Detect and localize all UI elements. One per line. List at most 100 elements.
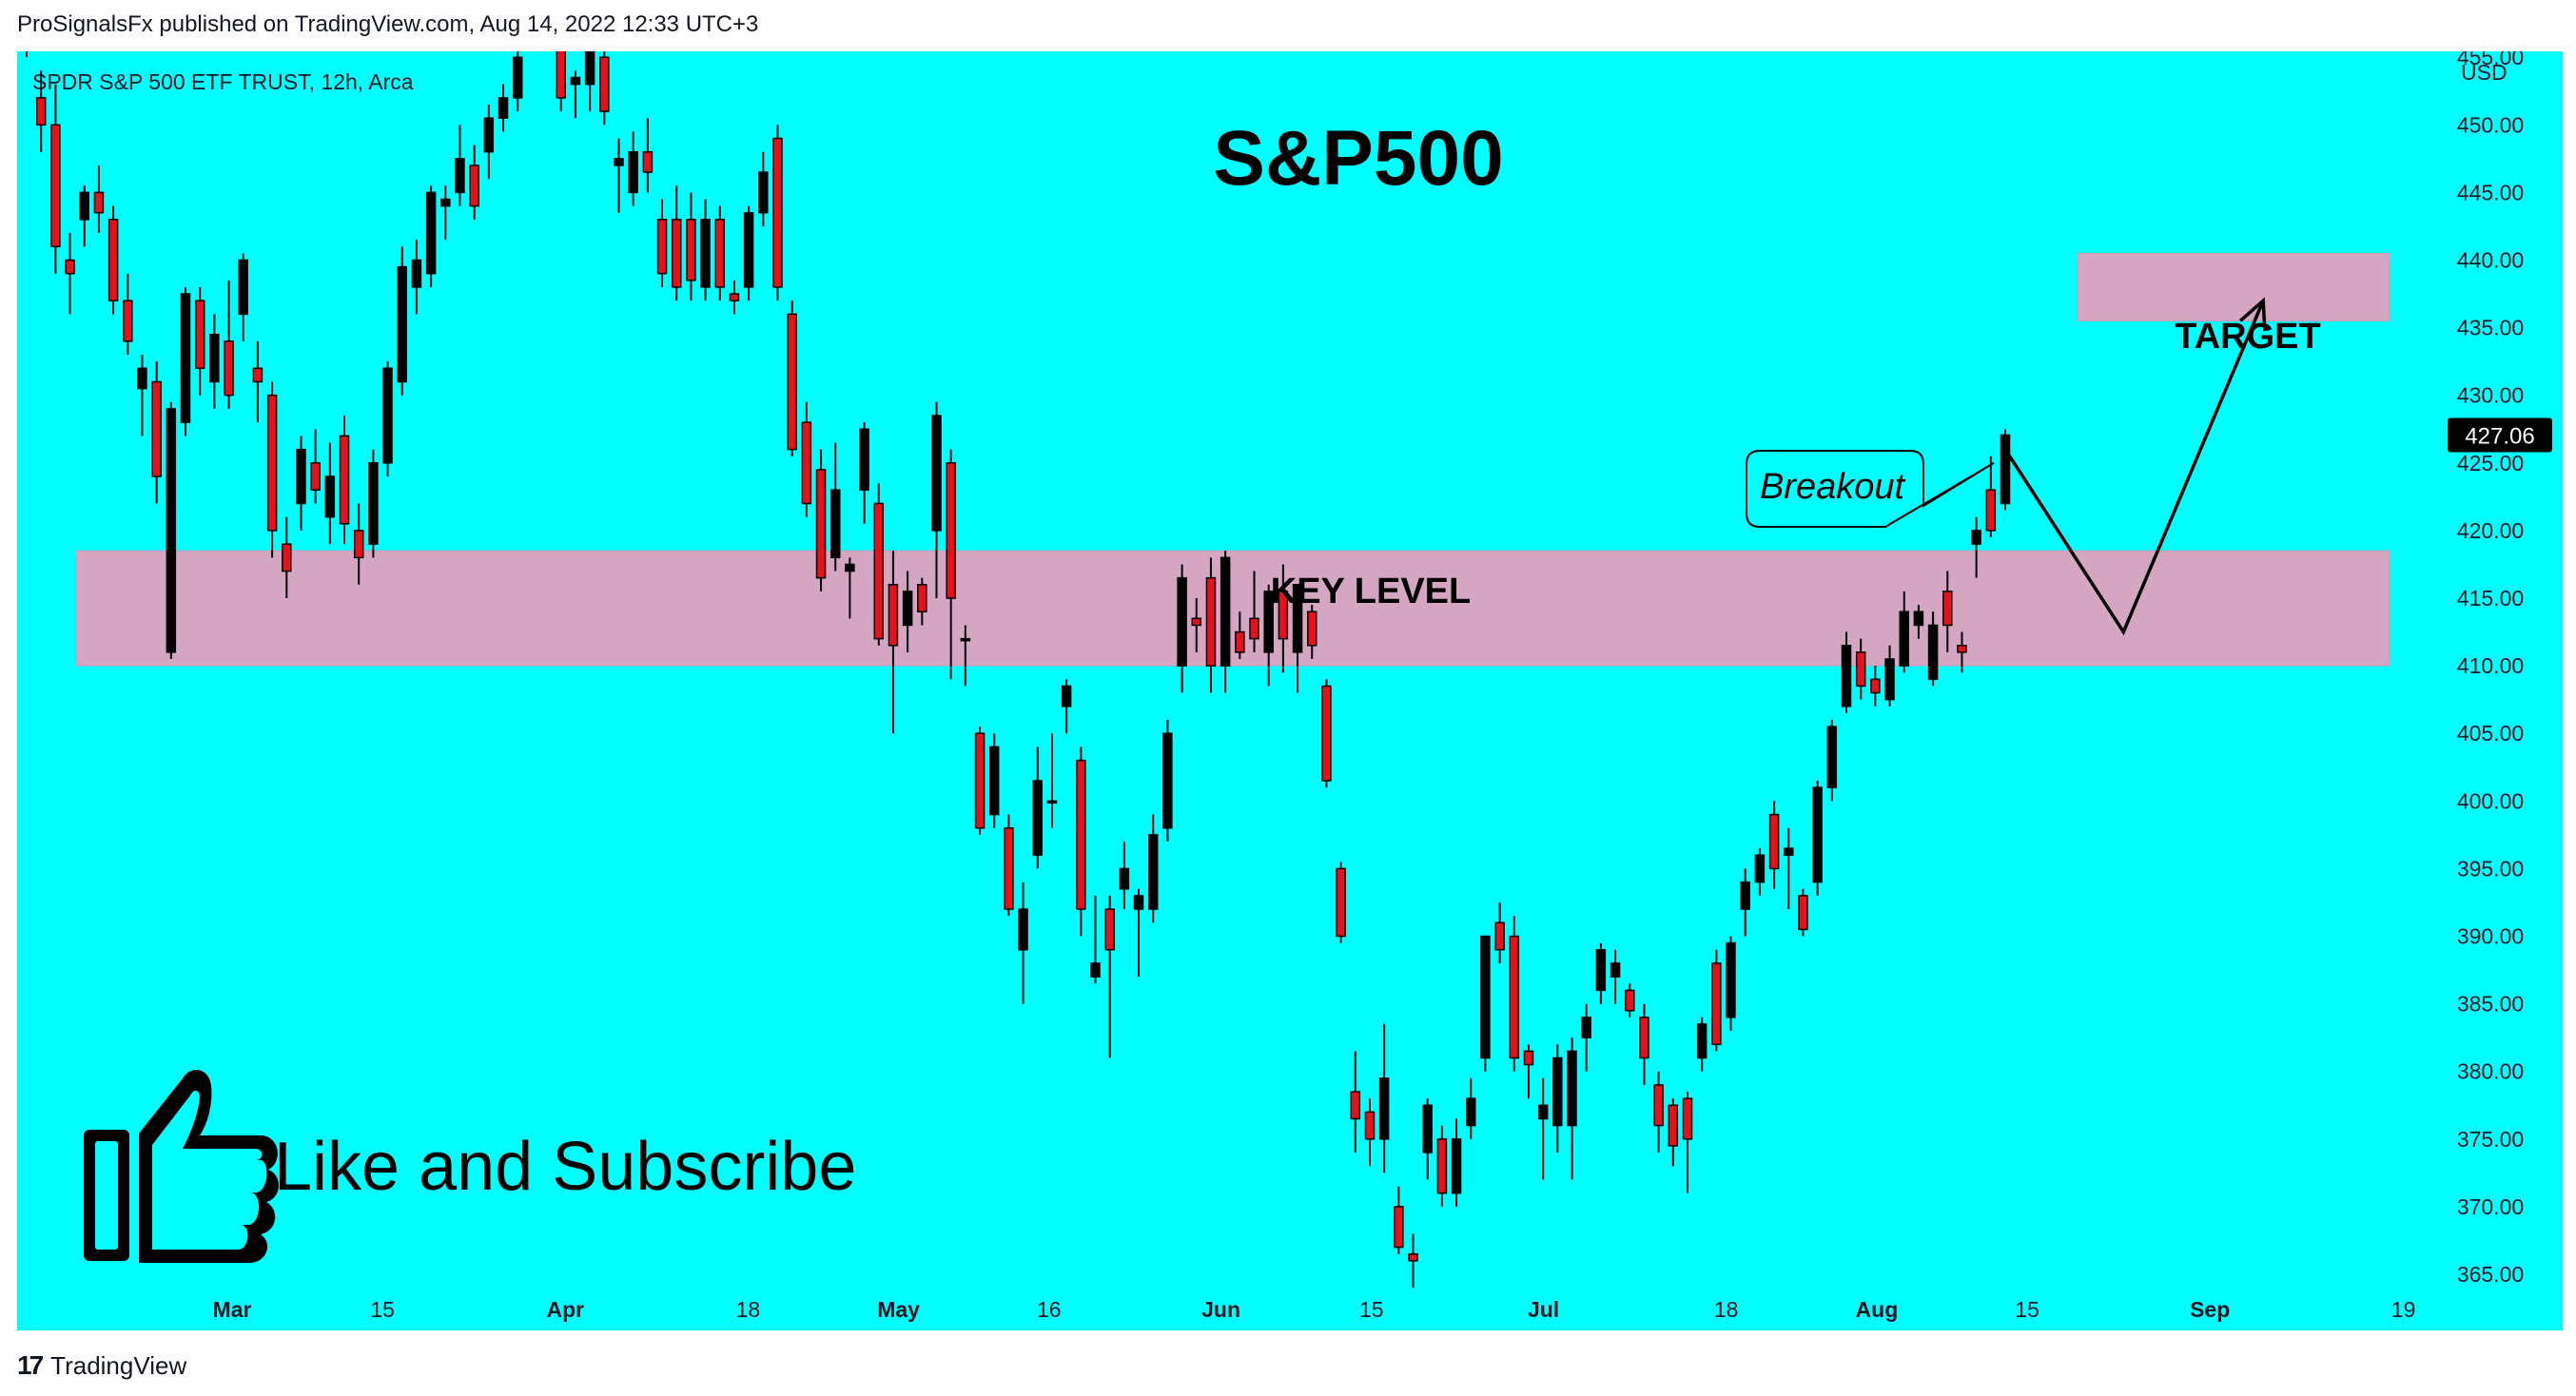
candle bbox=[556, 51, 567, 112]
candle bbox=[873, 483, 885, 646]
y-tick-label: 445.00 bbox=[2457, 180, 2524, 204]
breakout-label: Breakout bbox=[1760, 467, 1906, 507]
candle bbox=[1957, 631, 1967, 673]
candle bbox=[1378, 1023, 1390, 1173]
x-tick-label: Sep bbox=[2190, 1297, 2230, 1322]
candle bbox=[1076, 746, 1086, 937]
candle bbox=[888, 551, 899, 734]
chart-panel[interactable]: Breakout S&P500 SPDR S&P 500 ETF TRUST, … bbox=[17, 51, 2563, 1330]
candle bbox=[1523, 1044, 1534, 1099]
candle-body bbox=[628, 150, 638, 194]
candle-body bbox=[1494, 921, 1505, 951]
candle-body bbox=[166, 408, 177, 653]
candle-body bbox=[960, 637, 971, 642]
candle-body bbox=[411, 259, 422, 288]
candle bbox=[425, 185, 437, 287]
x-tick-label: 15 bbox=[370, 1297, 395, 1322]
x-tick-label: 15 bbox=[2015, 1297, 2039, 1322]
candle-body bbox=[1985, 489, 1997, 532]
x-tick-label: Aug bbox=[1856, 1297, 1899, 1322]
candle-body bbox=[1826, 726, 1838, 788]
candle bbox=[1018, 882, 1028, 1004]
y-tick-label: 455.00 bbox=[2457, 51, 2524, 69]
projection-line bbox=[2003, 300, 2265, 636]
candle-body bbox=[1537, 1104, 1549, 1120]
x-tick-label: Jul bbox=[1528, 1297, 1559, 1322]
candle bbox=[1711, 949, 1722, 1052]
candle-body bbox=[671, 219, 682, 288]
candle bbox=[988, 733, 1000, 828]
chart-svg[interactable]: Breakout S&P500 SPDR S&P 500 ETF TRUST, … bbox=[17, 51, 2563, 1330]
candle bbox=[1119, 841, 1130, 910]
candle bbox=[1465, 1077, 1476, 1139]
x-tick-label: 18 bbox=[736, 1297, 761, 1322]
candle bbox=[671, 185, 682, 301]
candle-body bbox=[1552, 1057, 1563, 1127]
candle-body bbox=[512, 56, 523, 99]
candle bbox=[1927, 611, 1939, 687]
candle-body bbox=[931, 415, 942, 532]
candle-body bbox=[1350, 1091, 1361, 1120]
candle bbox=[628, 131, 638, 206]
candle-body bbox=[425, 191, 437, 275]
candle-body bbox=[79, 191, 89, 221]
candle-body bbox=[1205, 576, 1217, 667]
candle-body bbox=[209, 333, 220, 383]
candle bbox=[512, 51, 523, 112]
symbol-label: SPDR S&P 500 ETF TRUST, 12h, Arca bbox=[32, 69, 414, 94]
candle-body bbox=[1422, 1104, 1433, 1154]
candle bbox=[845, 557, 855, 619]
candle-body bbox=[151, 380, 162, 477]
candle-body bbox=[1639, 1017, 1649, 1059]
candle bbox=[1104, 895, 1115, 1058]
tradingview-brand: TradingView bbox=[50, 1350, 187, 1380]
candle bbox=[1147, 814, 1159, 923]
y-tick-label: 395.00 bbox=[2457, 856, 2524, 881]
last-price-badge: 427.06 bbox=[2448, 417, 2552, 453]
candle bbox=[917, 577, 927, 626]
candle-body bbox=[1436, 1138, 1448, 1194]
candle bbox=[1306, 605, 1317, 659]
candle bbox=[224, 280, 234, 409]
candle bbox=[469, 145, 479, 220]
tradingview-icon: 17 bbox=[17, 1350, 44, 1380]
zones-layer bbox=[75, 252, 2391, 667]
candle bbox=[1162, 719, 1173, 842]
time-axis[interactable]: Mar 15 Apr 18 May 16 Jun 15 Jul 18 Aug 15 Sep 19 bbox=[213, 1297, 2416, 1322]
candle bbox=[570, 70, 581, 119]
candle-body bbox=[1768, 813, 1780, 870]
candle-body bbox=[1162, 732, 1173, 829]
candle bbox=[1263, 584, 1274, 687]
x-tick-label: Apr bbox=[546, 1297, 584, 1322]
candle bbox=[1870, 666, 1881, 707]
candle bbox=[296, 436, 306, 531]
candle bbox=[700, 199, 711, 301]
candle bbox=[642, 118, 654, 193]
candle-body bbox=[266, 394, 278, 532]
candle bbox=[902, 571, 913, 652]
candle-body bbox=[1682, 1097, 1693, 1140]
publisher-header: ProSignalsFx published on TradingView.co… bbox=[17, 11, 759, 37]
candle-body bbox=[483, 117, 495, 153]
candle-body bbox=[1523, 1050, 1534, 1066]
candle-body bbox=[1378, 1077, 1390, 1140]
y-tick-label: 405.00 bbox=[2457, 721, 2524, 746]
candle bbox=[1061, 679, 1072, 734]
candle-body bbox=[1740, 881, 1750, 910]
y-tick-label: 380.00 bbox=[2457, 1059, 2524, 1084]
candle-body bbox=[1812, 786, 1823, 883]
candle-body bbox=[946, 462, 956, 599]
candle bbox=[1653, 1071, 1664, 1154]
candle bbox=[1841, 631, 1852, 713]
candle bbox=[35, 70, 47, 152]
tradingview-logo[interactable]: 17 TradingView bbox=[17, 1348, 186, 1383]
candle bbox=[1913, 605, 1924, 639]
x-tick-label: 18 bbox=[1714, 1297, 1739, 1322]
candle-body bbox=[1292, 584, 1303, 653]
candle bbox=[1191, 598, 1202, 652]
candle-body bbox=[282, 543, 292, 572]
candle bbox=[1884, 645, 1895, 707]
price-axis[interactable]: USD 365.00 370.00 375.00 380.00 385.00 390.00… bbox=[2457, 51, 2524, 1287]
candle bbox=[1537, 1077, 1549, 1180]
candle-body bbox=[1625, 989, 1635, 1012]
